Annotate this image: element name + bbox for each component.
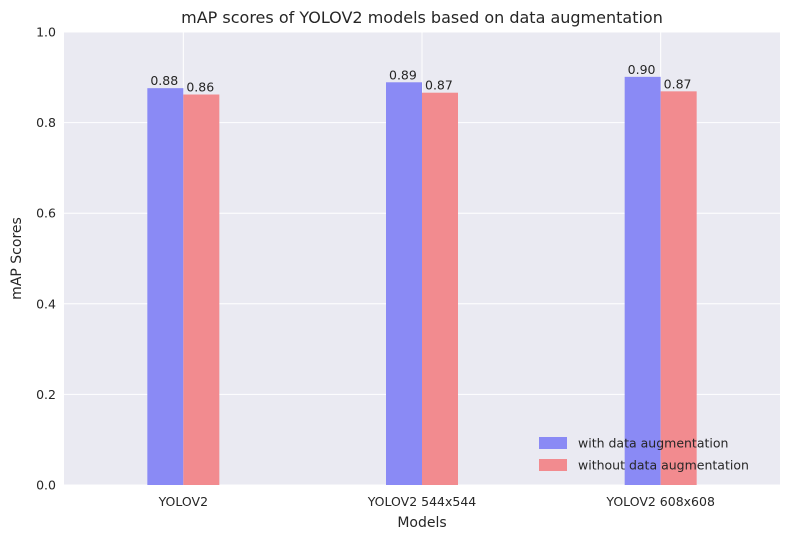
bar — [386, 82, 422, 486]
data-label: 0.86 — [186, 80, 214, 95]
data-label: 0.90 — [628, 62, 656, 77]
chart-title: mAP scores of YOLOV2 models based on dat… — [181, 8, 663, 27]
x-tick-label: YOLOV2 608x608 — [605, 494, 715, 509]
bars — [147, 76, 697, 486]
x-axis-label: Models — [397, 515, 446, 531]
bar — [147, 88, 184, 485]
bar — [624, 76, 661, 486]
bar — [183, 94, 220, 485]
legend-label: without data augmentation — [578, 458, 749, 473]
y-tick-label: 0.2 — [36, 387, 56, 402]
x-tick-labels: YOLOV2 YOLOV2 544x544 YOLOV2 608x608 — [158, 494, 715, 509]
y-axis-label: mAP Scores — [9, 217, 25, 300]
data-label: 0.87 — [664, 76, 692, 91]
x-tick-label: YOLOV2 — [158, 494, 208, 509]
data-labels: 0.88 0.89 0.90 0.86 0.87 0.87 — [150, 62, 691, 95]
x-tick-label: YOLOV2 544x544 — [367, 494, 477, 509]
y-tick-label: 0.0 — [36, 478, 56, 493]
data-label: 0.89 — [389, 67, 417, 82]
y-tick-labels: 0.0 0.2 0.4 0.6 0.8 1.0 — [36, 25, 56, 493]
data-label: 0.88 — [150, 73, 178, 88]
y-tick-label: 0.6 — [36, 206, 56, 221]
legend-swatch — [539, 437, 567, 449]
y-tick-label: 1.0 — [36, 25, 56, 40]
data-label: 0.87 — [425, 78, 453, 93]
y-tick-label: 0.8 — [36, 115, 56, 130]
legend: with data augmentation without data augme… — [539, 436, 749, 473]
bar — [660, 91, 697, 485]
legend-swatch — [539, 459, 567, 471]
y-tick-label: 0.4 — [36, 296, 56, 311]
bar — [422, 92, 458, 486]
legend-label: with data augmentation — [578, 436, 728, 451]
